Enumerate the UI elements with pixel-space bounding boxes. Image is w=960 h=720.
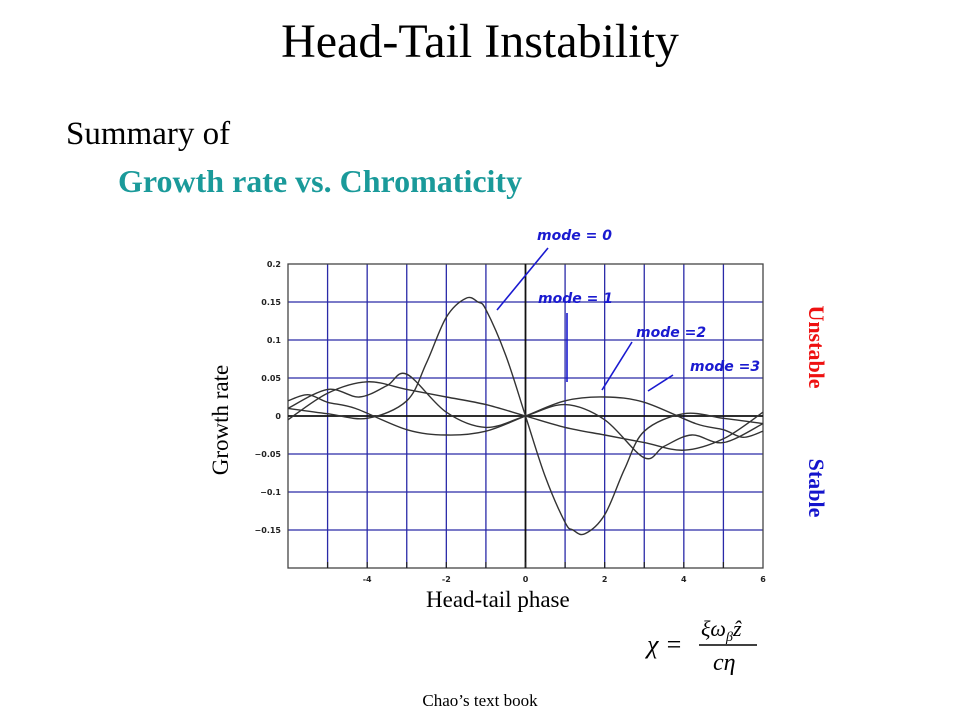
formula-lhs: χ =: [645, 630, 682, 659]
annotation-pointer-mode-0: [496, 247, 549, 311]
x-tick-label: 4: [681, 575, 687, 584]
tick-labels: -4 -2 0 2 4 6 0.2 0.15 0.1 0.05 0 −0.05 −0.1 −0.15: [255, 260, 767, 584]
annotation-mode-1: mode = 1: [538, 291, 613, 307]
x-axis-label: Head-tail phase: [426, 587, 570, 612]
x-tick-label: 6: [760, 575, 766, 584]
summary-text: Summary of: [66, 116, 231, 152]
x-tick-label: -4: [363, 575, 372, 584]
y-tick-label: 0.2: [267, 260, 281, 269]
y-tick-label: 0: [275, 412, 281, 421]
annotation-pointer-mode-3: [647, 374, 674, 392]
formula-numerator: ξω: [701, 616, 726, 641]
y-tick-label: 0.05: [261, 374, 281, 383]
y-tick-label: −0.05: [255, 450, 282, 459]
unstable-label: Unstable: [804, 305, 829, 389]
annotation-pointer-mode-2: [601, 341, 633, 391]
annotation-mode-0: mode = 0: [537, 228, 612, 244]
mode-annotations: mode = 0 mode = 1 mode =2 mode =3: [496, 228, 760, 392]
svg-text:ξωβẑ: ξωβẑ: [701, 616, 742, 645]
formula-denominator: cη: [713, 650, 736, 676]
y-tick-label: 0.1: [267, 336, 282, 345]
slide-subtitle: Growth rate vs. Chromaticity: [118, 163, 523, 199]
x-tick-label: -2: [442, 575, 451, 584]
series-curves: [287, 296, 764, 536]
x-tick-label: 2: [602, 575, 608, 584]
annotation-mode-3: mode =3: [690, 359, 760, 375]
stable-label: Stable: [804, 458, 829, 518]
x-tick-label: 0: [523, 575, 529, 584]
formula-numerator-tail: ẑ: [732, 616, 742, 641]
y-tick-label: −0.1: [260, 488, 281, 497]
formula-numerator-subscript: β: [725, 630, 733, 645]
annotation-mode-2: mode =2: [636, 325, 706, 341]
slide-title: Head-Tail Instability: [281, 15, 679, 68]
source-credit: Chao’s text book: [422, 691, 538, 710]
y-tick-label: 0.15: [261, 298, 281, 307]
series-line-mode-3: [287, 381, 764, 451]
chromaticity-formula: χ = ξωβẑ cη: [645, 616, 757, 676]
y-axis-label: Growth rate: [208, 364, 233, 476]
y-tick-label: −0.15: [255, 526, 282, 535]
